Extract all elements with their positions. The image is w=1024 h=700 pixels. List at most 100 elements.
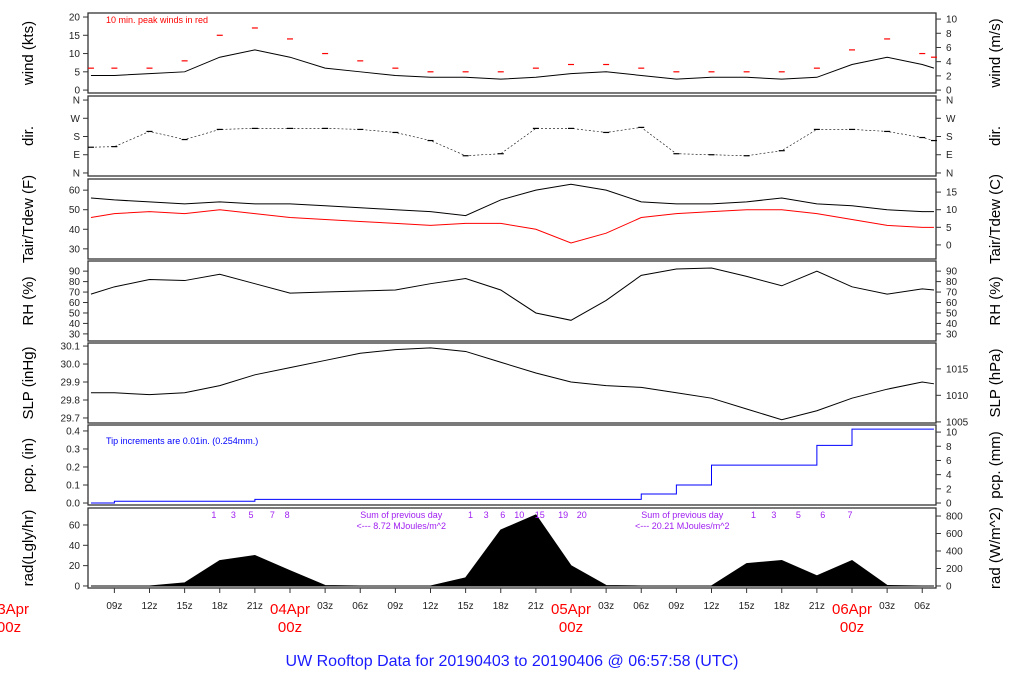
y-right-tick-label: 200 — [946, 564, 963, 575]
uv-index-label: 19 — [558, 510, 568, 520]
uv-index-label: 3 — [231, 510, 236, 520]
y-right-tick-label: 30 — [946, 329, 958, 340]
date-label-day: 06Apr — [832, 601, 872, 618]
uv-index-label: 5 — [248, 510, 253, 520]
panel-frame — [87, 12, 937, 94]
x-tick-label: 03z — [317, 601, 333, 612]
y-axis-label-right: pcp. (mm) — [987, 431, 1004, 499]
y-tick-label: N — [73, 96, 80, 107]
series-rad — [90, 514, 934, 587]
series-pcp — [90, 428, 934, 504]
y-tick-label: 90 — [69, 267, 81, 278]
panel-frame — [87, 95, 937, 177]
series-Tdew — [90, 209, 934, 244]
y-right-tick-label: 600 — [946, 529, 963, 540]
y-axis-label-right: wind (m/s) — [987, 18, 1004, 88]
y-right-tick-label: 50 — [946, 308, 958, 319]
uv-index-label: 7 — [848, 510, 853, 520]
panel-frame — [87, 342, 937, 424]
date-label-day: 05Apr — [551, 601, 591, 618]
y-tick-label: W — [71, 114, 81, 125]
y-right-tick-label: 400 — [946, 546, 963, 557]
y-tick-label: 40 — [69, 319, 81, 330]
y-axis-label: dir. — [20, 126, 37, 146]
uv-index-label: 8 — [285, 510, 290, 520]
y-tick-label: 0.3 — [66, 444, 80, 455]
y-right-tick-label: 10 — [946, 15, 958, 26]
panel-frame — [87, 260, 937, 342]
y-tick-label: 0.0 — [66, 499, 80, 510]
series-wind — [90, 49, 935, 80]
y-tick-label: 29.7 — [61, 413, 81, 424]
y-tick-label: 60 — [69, 186, 81, 197]
y-axis-label: pcp. (in) — [20, 438, 37, 492]
daily-sum-label: Sum of previous day — [360, 510, 443, 520]
x-tick-label: 06z — [352, 601, 368, 612]
uv-index-label: 3 — [484, 510, 489, 520]
y-right-tick-label: 0 — [946, 240, 952, 251]
y-tick-label: 29.8 — [61, 395, 81, 406]
panel-pcp: 0.0 0.1 0.2 0.3 0.4 0 2 4 6 8 10 pcp. (in) pcp. (mm)… — [20, 424, 1004, 510]
x-tick-label: 09z — [106, 601, 122, 612]
y-tick-label: 29.9 — [61, 378, 81, 389]
y-right-tick-label: 6 — [946, 43, 952, 54]
panel-slp: 29.7 29.8 29.9 30.0 30.1 1005 1010 1015 SLP (inH… — [20, 342, 1004, 429]
y-right-tick-label: 8 — [946, 442, 952, 453]
panel-annotation: 10 min. peak winds in red — [106, 15, 208, 25]
y-tick-label: 50 — [69, 308, 81, 319]
x-tick-label: 15z — [458, 601, 474, 612]
y-tick-label: 30 — [69, 244, 81, 255]
x-tick-label: 21z — [247, 601, 263, 612]
x-tick-label: 12z — [422, 601, 438, 612]
y-right-tick-label: 2 — [946, 71, 952, 82]
uv-index-label: 1 — [211, 510, 216, 520]
y-tick-label: 40 — [69, 541, 81, 552]
x-tick-label: 18z — [774, 601, 790, 612]
date-label-day: 03Apr — [0, 601, 29, 618]
uv-index-label: 6 — [820, 510, 825, 520]
x-tick-label: 15z — [177, 601, 193, 612]
y-axis-label-right: RH (%) — [987, 276, 1004, 325]
y-right-tick-label: 70 — [946, 288, 958, 299]
y-tick-label: 0.4 — [66, 426, 80, 437]
x-tick-label: 03z — [879, 601, 895, 612]
uv-index-label: 15 — [535, 510, 545, 520]
y-right-tick-label: 10 — [946, 428, 958, 439]
date-label-hour: 00z — [559, 619, 583, 636]
y-tick-label: 20 — [69, 13, 81, 24]
date-label-hour: 00z — [278, 619, 302, 636]
panel-frame — [87, 178, 937, 260]
y-right-tick-label: 800 — [946, 512, 963, 523]
daily-sum-value: <--- 8.72 MJoules/m^2 — [356, 521, 446, 531]
y-tick-label: 70 — [69, 288, 81, 299]
date-label-day: 04Apr — [270, 601, 310, 618]
y-tick-label: 60 — [69, 520, 81, 531]
y-right-tick-label: 1015 — [946, 364, 969, 375]
series-Tair — [90, 183, 934, 217]
y-right-tick-label: 0 — [946, 499, 952, 510]
y-right-tick-label: S — [946, 132, 953, 143]
y-right-tick-label: N — [946, 168, 953, 179]
y-right-tick-label: 4 — [946, 57, 952, 68]
y-right-tick-label: 10 — [946, 205, 958, 216]
uv-index-label: 5 — [796, 510, 801, 520]
y-right-tick-label: 15 — [946, 188, 958, 199]
panel-annotation: Tip increments are 0.01in. (0.254mm.) — [106, 436, 258, 446]
y-right-tick-label: 6 — [946, 456, 952, 467]
y-right-tick-label: 90 — [946, 267, 958, 278]
y-right-tick-label: 4 — [946, 470, 952, 481]
y-tick-label: N — [73, 168, 80, 179]
y-tick-label: 60 — [69, 298, 81, 309]
uv-index-label: 1 — [751, 510, 756, 520]
panel-wind: 0 5 10 15 20 0 2 4 6 8 10 wind (kts) wind (m/s) 10 mi… — [20, 12, 1004, 97]
y-tick-label: 10 — [69, 49, 81, 60]
y-axis-label: RH (%) — [20, 276, 37, 325]
x-tick-label: 15z — [739, 601, 755, 612]
y-right-tick-label: 40 — [946, 319, 958, 330]
x-tick-label: 03z — [598, 601, 614, 612]
y-tick-label: 80 — [69, 277, 81, 288]
y-axis-label-right: Tair/Tdew (C) — [987, 174, 1004, 264]
